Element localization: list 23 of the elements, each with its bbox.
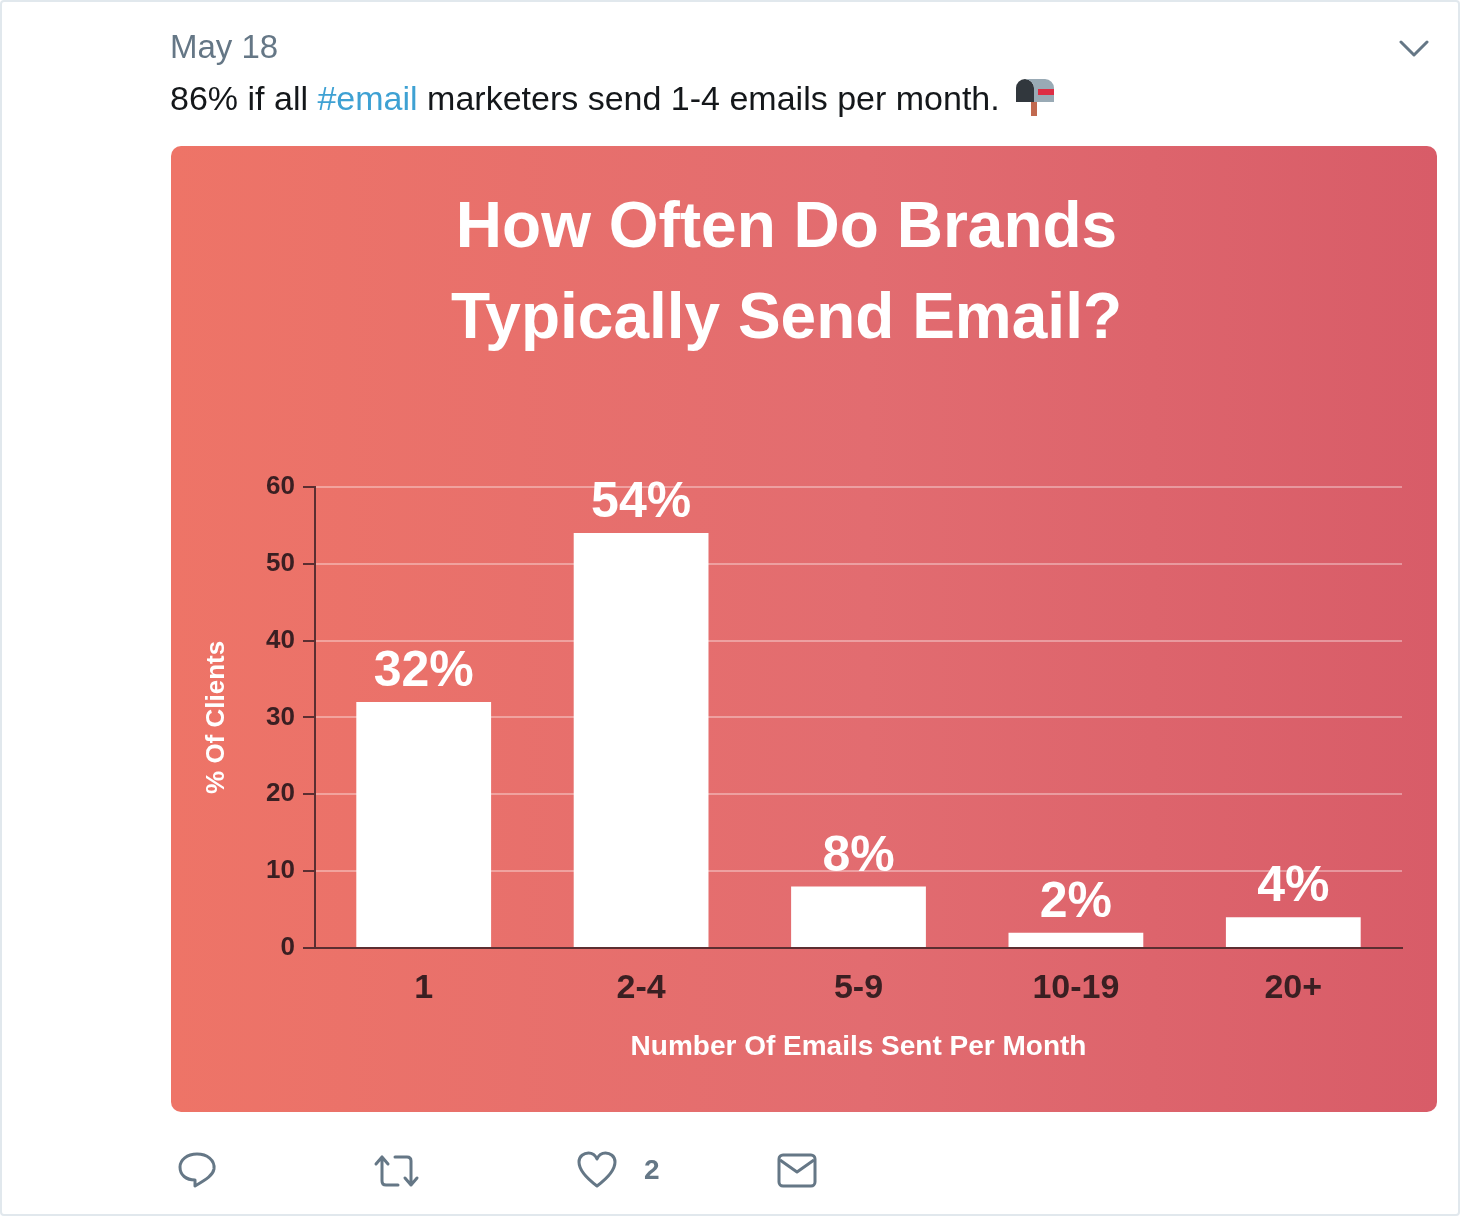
x-tick-label: 10-19 (1032, 966, 1120, 1005)
data-label: 32% (373, 641, 474, 698)
data-label: 2% (1039, 871, 1113, 928)
y-axis-title: % Of Clients (199, 640, 230, 794)
x-axis-title: Number Of Emails Sent Per Month (630, 1029, 1087, 1061)
x-tick-label: 5-9 (833, 966, 884, 1005)
x-tick-label: 2-4 (616, 966, 666, 1005)
y-tick-label: 10 (266, 854, 295, 885)
text: 2 (644, 1153, 660, 1187)
x-tick-label: 1 (414, 966, 434, 1005)
y-tick-label: 20 (266, 777, 295, 808)
y-tick-label: 50 (266, 546, 295, 577)
text: 86% if all #email marketers send 1-4 emails per month. (170, 79, 1000, 117)
y-tick-label: 30 (266, 700, 295, 731)
text: May 18 (170, 27, 279, 67)
data-label: 4% (1257, 856, 1330, 913)
x-tick-label: 20+ (1264, 966, 1323, 1005)
y-tick-label: 40 (266, 623, 295, 654)
chart-title: How Often Do Brands Typically Send Email? (450, 189, 1123, 352)
y-tick-label: 60 (266, 469, 295, 500)
data-label: 8% (822, 825, 895, 882)
y-tick-label: 0 (280, 931, 295, 962)
data-label: 54% (591, 471, 692, 528)
